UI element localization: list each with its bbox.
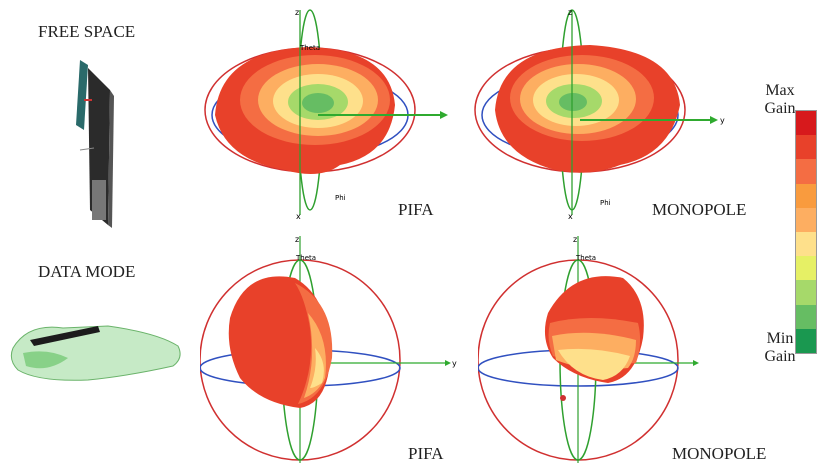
gain-color-scale [795,110,817,354]
scale-step [796,280,816,305]
axis-y-label: y [720,116,725,125]
pattern-freespace-pifa: z Theta Phi x [204,8,448,221]
label-freespace-pifa: PIFA [398,200,434,219]
scale-step [796,135,816,160]
label-datamode-monopole: MONOPOLE [672,444,767,463]
scale-step [796,328,816,354]
axis-z-label: z [573,235,577,244]
row-label-data-mode: DATA MODE [38,262,136,281]
scale-step [796,111,816,136]
axis-phi-label: Phi [335,194,346,202]
row-label-free-space: FREE SPACE [38,22,136,41]
axis-theta-label: Theta [299,44,320,52]
scale-step [796,256,816,281]
axis-y-label: y [452,359,457,368]
pattern-datamode-monopole: z Theta [478,235,699,463]
axis-z-label: z [295,8,299,17]
scale-step [796,159,816,184]
scale-min-label: Min Gain [764,330,796,365]
label-datamode-pifa: PIFA [408,444,444,463]
axis-x-label: x [296,212,301,221]
axis-x-label: x [568,212,573,221]
axis-theta-label: Theta [295,254,316,262]
scale-step [796,207,816,233]
axis-phi-label: Phi [600,199,611,207]
axis-z-label: z [295,235,299,244]
scale-max-label: Max Gain [764,82,796,117]
pattern-datamode-pifa: z Theta y [200,235,457,463]
scale-step [796,183,816,208]
scale-step [796,232,816,257]
hand-datamode-illustration [10,325,181,381]
scale-step [796,304,816,329]
label-freespace-monopole: MONOPOLE [652,200,747,219]
axis-z-label: z [568,8,572,17]
axis-theta-label: Theta [575,254,596,262]
phone-freespace-illustration [76,60,114,228]
pattern-freespace-monopole: z y Phi x [474,8,725,221]
